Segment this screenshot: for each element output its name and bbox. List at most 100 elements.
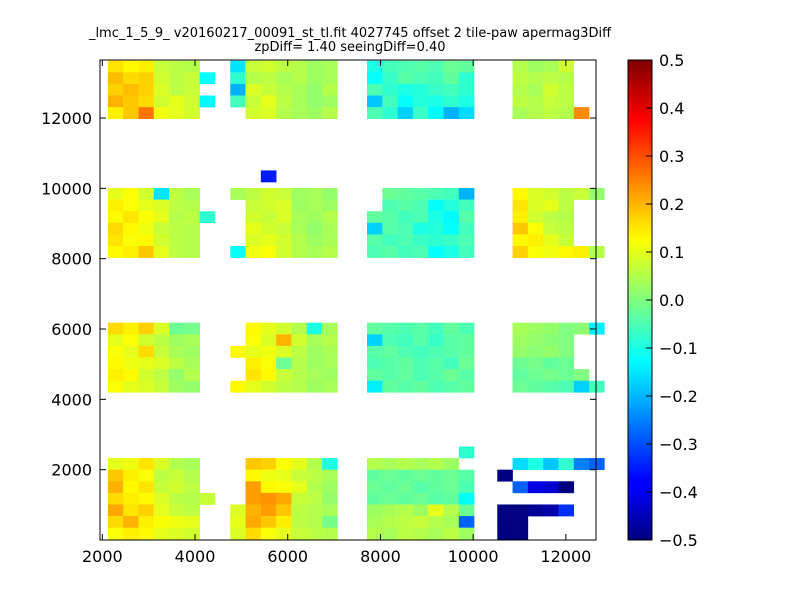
heatmap-cell [412,357,429,370]
heatmap-cell [260,322,277,335]
heatmap-cell [527,107,544,120]
heatmap-cell [527,334,544,347]
heatmap-cell [260,527,277,540]
heatmap-cell [512,60,529,73]
heatmap-cell [543,211,559,224]
heatmap-cell [322,504,338,517]
heatmap-cell [260,492,277,505]
heatmap-cell [443,469,460,482]
heatmap-cell [558,504,575,517]
heatmap-cell [382,199,398,212]
heatmap-cell [276,516,292,528]
heatmap-cell [107,72,124,85]
heatmap-cell [123,107,139,120]
heatmap-cell [589,380,605,393]
heatmap-cell [245,481,262,494]
heatmap-cell [276,246,292,258]
x-tick-label: 12000 [540,547,591,566]
heatmap-cell [230,188,246,200]
heatmap-cell [169,380,185,393]
heatmap-cell [367,369,383,381]
heatmap-cell [153,492,170,505]
heatmap-cell [543,188,559,200]
heatmap-cell [123,188,139,200]
colorbar-ticks: 0.5 0.4 0.3 0.2 0.1 0.0 −0.1 −0.2 −0.3 −0.4 −0.5 [646,51,698,550]
heatmap-cell [306,481,323,494]
heatmap-cell [458,234,475,247]
heatmap-cell [428,458,444,470]
heatmap-cell [169,516,185,528]
heatmap-cell [543,83,559,96]
heatmap-cell [107,481,124,494]
heatmap-cell [397,527,414,540]
heatmap-cell [276,334,292,347]
heatmap-cell [558,211,575,224]
heatmap-cell [306,222,323,235]
heatmap-cell [543,222,559,235]
heatmap-cell [230,380,246,393]
heatmap-cell [123,334,139,347]
heatmap-cell [184,380,200,393]
heatmap-cell [527,211,544,224]
heatmap-cell [169,322,185,335]
heatmap-cell [428,345,444,358]
heatmap-cell [107,188,124,200]
heatmap-cell [527,199,544,212]
colorbar-tick-label: 0.4 [659,99,684,118]
heatmap-cell [428,527,444,540]
heatmap-cell [458,380,475,393]
colorbar-tick-label: −0.2 [659,387,698,406]
heatmap-cell [412,334,429,347]
heatmap-cell [322,369,338,381]
heatmap-cell [443,199,460,212]
heatmap-cell [306,188,323,200]
heatmap-cell [512,345,529,358]
heatmap-cell [291,345,308,358]
heatmap-cell [428,469,444,482]
heatmap-cell [443,107,460,120]
heatmap-cell [276,234,292,247]
heatmap-cell [543,107,559,120]
heatmap-cell [558,380,575,393]
heatmap-cell [382,504,398,517]
heatmap-cell [245,369,262,381]
colorbar-tick-label: 0.1 [659,243,684,262]
heatmap-cell [169,345,185,358]
heatmap-cell [291,458,308,470]
heatmap-cell [260,481,277,494]
heatmap-cell [382,246,398,258]
heatmap-cell [443,95,460,108]
heatmap-cell [412,481,429,494]
heatmap-cell [367,481,383,494]
heatmap-cell [382,516,398,528]
heatmap-cell [443,492,460,505]
heatmap-cell [276,72,292,85]
heatmap-cell [512,481,529,494]
colorbar-tick-label: −0.3 [659,435,698,454]
heatmap-cell [245,83,262,96]
heatmap-cell [527,222,544,235]
heatmap-cell [276,222,292,235]
heatmap-cell [512,83,529,96]
heatmap-cell [138,188,155,200]
heatmap-cell [512,504,529,517]
heatmap-cell [382,492,398,505]
heatmap-cell [367,60,383,73]
heatmap-cell [306,83,323,96]
heatmap-cell [543,369,559,381]
heatmap-cell [428,222,444,235]
heatmap-cell [397,504,414,517]
heatmap-cell [138,246,155,258]
y-axis: 2000 4000 6000 8000 10000 12000 [41,109,596,480]
heatmap-cell [412,458,429,470]
heatmap-cell [443,246,460,258]
heatmap-cell [199,211,216,224]
heatmap-cell [512,357,529,370]
heatmap-cell [512,107,529,120]
heatmap-cell [184,504,200,517]
heatmap-cell [428,334,444,347]
heatmap-cell [382,334,398,347]
heatmap-cell [291,199,308,212]
heatmap-cell [512,369,529,381]
colorbar-tick-label: −0.1 [659,339,698,358]
